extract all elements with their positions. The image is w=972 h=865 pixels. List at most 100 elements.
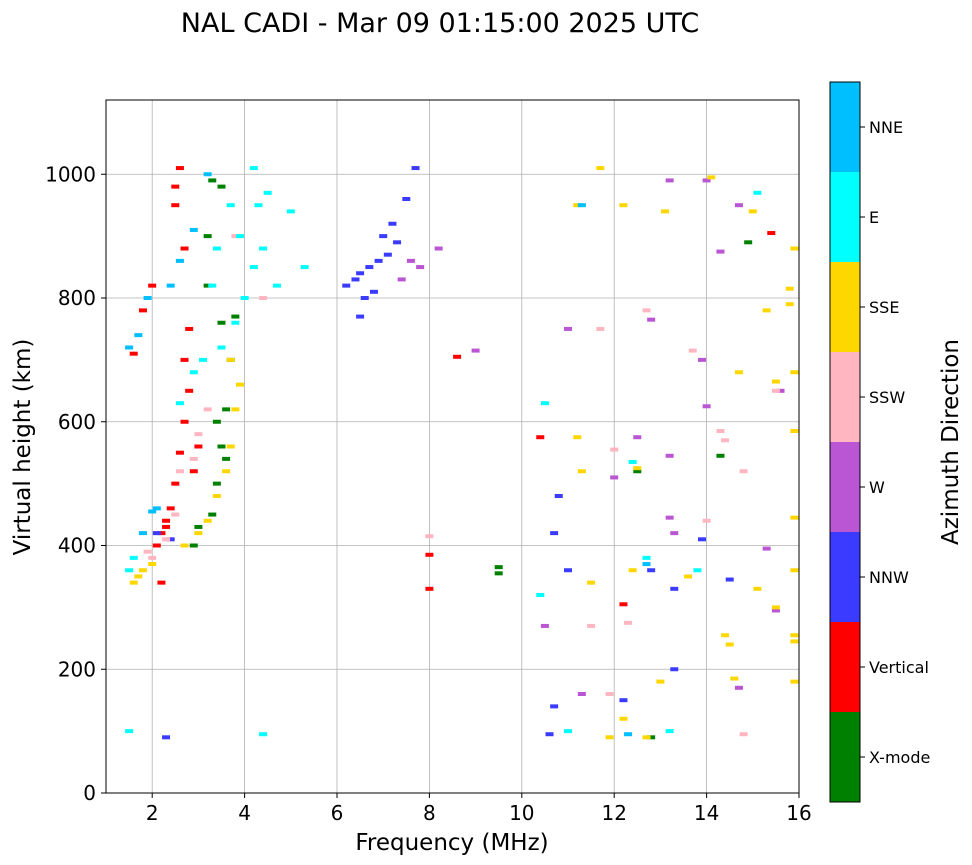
data-point-x-mode (203, 234, 212, 239)
data-point-sse (785, 302, 794, 307)
y-tick-label: 600 (58, 410, 96, 434)
data-point-e (226, 203, 235, 208)
data-point-e (665, 729, 674, 734)
data-point-e (125, 729, 134, 734)
data-point-nnw (647, 568, 656, 573)
data-point-ssw (143, 549, 152, 554)
data-point-sse (222, 469, 231, 474)
data-point-e (208, 283, 217, 288)
data-point-ssw (716, 429, 725, 434)
data-point-sse (790, 639, 799, 644)
data-point-sse (619, 203, 628, 208)
data-point-nnw (356, 314, 365, 319)
data-point-sse (628, 568, 637, 573)
data-point-x-mode (208, 512, 217, 517)
colorbar-swatch-nne (830, 82, 860, 172)
data-point-ssw (771, 388, 780, 393)
data-point-nnw (550, 704, 559, 709)
data-point-nne (203, 172, 212, 177)
data-point-sse (212, 494, 221, 498)
data-point-x-mode (194, 524, 203, 529)
data-point-w (610, 475, 619, 480)
data-point-vertical (157, 580, 166, 585)
data-point-sse (762, 308, 771, 313)
data-point-e (259, 732, 268, 737)
data-point-sse (194, 531, 203, 536)
data-point-w (665, 515, 674, 520)
data-point-nne (152, 506, 161, 511)
data-point-e (189, 370, 198, 375)
x-axis-ticks: 2 4 6 8 10 12 14 16 (146, 793, 812, 825)
y-tick-label: 200 (58, 657, 96, 681)
data-point-sse (573, 435, 582, 440)
data-point-w (697, 357, 706, 362)
data-point-sse (748, 209, 757, 214)
data-point-sse (656, 679, 665, 684)
data-point-ssw (231, 234, 240, 239)
data-point-sse (642, 735, 651, 740)
data-point-e (235, 234, 244, 239)
data-point-e (540, 401, 549, 406)
data-point-ssw (189, 456, 198, 461)
data-point-sse (790, 679, 799, 684)
data-point-vertical (767, 231, 776, 236)
data-point-sse (605, 735, 614, 740)
data-point-nne (143, 296, 152, 300)
y-tick-label: 400 (58, 534, 96, 558)
data-point-e (254, 203, 263, 208)
data-point-vertical (162, 518, 171, 523)
data-point-nnw (383, 252, 392, 257)
data-point-sse (771, 379, 780, 384)
data-point-x-mode (217, 320, 226, 325)
data-point-w (416, 265, 425, 270)
data-point-sse (730, 676, 739, 681)
data-point-ssw (259, 296, 268, 300)
data-point-nne (624, 732, 633, 737)
y-tick-label: 1000 (45, 162, 96, 186)
data-point-nnw (356, 271, 365, 276)
x-tick-label: 2 (146, 801, 159, 825)
colorbar-swatch-sse (830, 262, 860, 352)
data-point-x-mode (231, 314, 240, 319)
data-point-vertical (536, 435, 545, 440)
data-point-ssw (194, 432, 203, 437)
data-point-e (272, 283, 281, 288)
y-axis-label: Virtual height (km) (10, 339, 36, 556)
data-point-nnw (162, 735, 171, 740)
data-point-sse (203, 518, 212, 523)
data-point-nnw (564, 568, 572, 573)
data-point-nnw (388, 221, 397, 226)
data-point-sse (587, 580, 596, 585)
data-points (125, 166, 799, 740)
data-point-vertical (180, 246, 189, 251)
data-point-w (540, 623, 549, 628)
data-point-ssw (605, 692, 614, 696)
data-point-ssw (702, 518, 711, 523)
colorbar-label-ssw: SSW (869, 388, 905, 407)
data-point-nne (125, 345, 134, 350)
data-point-sse (661, 209, 670, 214)
data-point-x-mode (208, 178, 217, 183)
plot-frame (105, 99, 800, 794)
data-point-w (702, 178, 711, 183)
data-point-e (642, 555, 651, 560)
data-point-nnw (550, 531, 559, 536)
data-point-x-mode (494, 565, 503, 570)
colorbar-swatch-x-mode (830, 712, 860, 802)
data-point-sse (725, 642, 734, 647)
data-point-nne (577, 203, 586, 208)
data-point-nnw (411, 166, 420, 171)
data-point-vertical (171, 184, 180, 189)
data-point-w (665, 453, 674, 458)
data-point-vertical (166, 506, 175, 511)
data-point-e (217, 345, 226, 350)
colorbar-swatch-w (830, 442, 860, 532)
data-point-sse (790, 429, 799, 434)
data-point-nnw (393, 240, 402, 245)
data-point-ssw (688, 348, 697, 353)
data-point-ssw (642, 308, 651, 313)
data-point-e (263, 190, 272, 195)
data-point-sse (596, 166, 605, 171)
data-point-w (406, 258, 415, 263)
data-point-e (249, 265, 258, 270)
